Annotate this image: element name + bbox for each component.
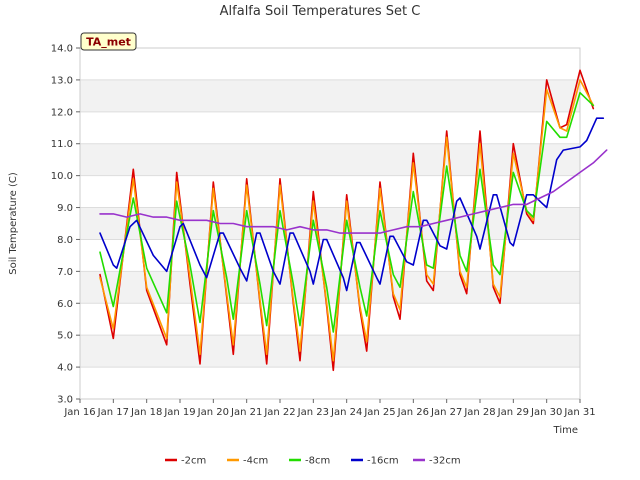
x-tick-label: Jan 30 <box>530 407 562 418</box>
y-axis: 3.0 4.0 5.0 6.0 7.0 8.0 9.0 10.0 11.0 12.0 13.0 14.… <box>51 44 80 406</box>
y-tick-label: 10.0 <box>51 171 73 182</box>
legend-label: -4cm <box>243 456 268 467</box>
x-tick-label: Jan 16 <box>63 407 95 418</box>
x-tick-label: Jan 20 <box>197 407 229 418</box>
x-tick-label: Jan 29 <box>497 407 529 418</box>
x-tick-label: Jan 28 <box>463 407 495 418</box>
y-tick-label: 12.0 <box>51 107 73 118</box>
x-tick-label: Jan 24 <box>330 407 362 418</box>
legend-item: -8cm <box>289 456 330 467</box>
plot-frame <box>79 47 581 400</box>
legend-item: -2cm <box>165 456 206 467</box>
chart-title: Alfalfa Soil Temperatures Set C <box>220 4 421 19</box>
legend-label: -32cm <box>429 456 461 467</box>
x-tick-label: Jan 21 <box>230 407 262 418</box>
legend-item: -32cm <box>413 456 461 467</box>
legend-label: -2cm <box>181 456 206 467</box>
series-line-minus-16cm <box>99 117 605 292</box>
y-tick-label: 9.0 <box>57 203 73 214</box>
series-layer <box>99 69 608 372</box>
x-tick-label: Jan 26 <box>397 407 429 418</box>
legend: -2cm -4cm -8cm -16cm -32cm <box>165 456 461 467</box>
x-tick-label: Jan 27 <box>430 407 462 418</box>
x-axis-title: Time <box>553 425 578 436</box>
y-tick-label: 8.0 <box>57 235 73 246</box>
grid-bands <box>80 79 580 368</box>
series-line-minus-8cm <box>99 91 595 333</box>
series-line-minus-4cm <box>99 79 595 362</box>
y-tick-label: 5.0 <box>57 331 73 342</box>
y-tick-label: 11.0 <box>51 139 73 150</box>
x-tick-label: Jan 23 <box>297 407 329 418</box>
grid-band <box>80 143 580 176</box>
legend-label: -16cm <box>367 456 399 467</box>
legend-item: -16cm <box>351 456 399 467</box>
y-tick-label: 4.0 <box>57 363 73 374</box>
y-tick-label: 6.0 <box>57 299 73 310</box>
y-tick-label: 3.0 <box>57 395 73 406</box>
x-axis: Jan 16 Jan 17 Jan 18 Jan 19 Jan 20 Jan 21 Jan … <box>63 399 596 418</box>
y-tick-label: 7.0 <box>57 267 73 278</box>
x-tick-label: Jan 25 <box>363 407 395 418</box>
grid-band <box>80 207 580 240</box>
grid-band <box>80 79 580 112</box>
y-tick-label: 13.0 <box>51 75 73 86</box>
badge-box <box>80 32 137 51</box>
legend-label: -8cm <box>305 456 330 467</box>
x-tick-label: Jan 31 <box>563 407 595 418</box>
badge-ta-met: TA_met <box>80 32 137 51</box>
badge-label: TA_met <box>86 36 131 49</box>
x-tick-label: Jan 22 <box>263 407 295 418</box>
x-tick-label: Jan 18 <box>130 407 162 418</box>
series-line-minus-32cm <box>99 149 608 234</box>
y-tick-label: 14.0 <box>51 44 73 55</box>
x-tick-label: Jan 19 <box>163 407 195 418</box>
grid-band <box>80 271 580 304</box>
x-tick-label: Jan 17 <box>97 407 129 418</box>
y-axis-title: Soil Temperature (C) <box>8 172 19 275</box>
legend-item: -4cm <box>227 456 268 467</box>
